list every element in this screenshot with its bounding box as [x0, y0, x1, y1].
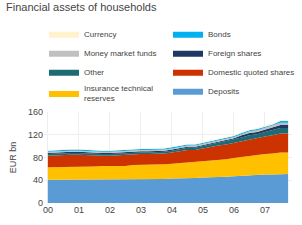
- svg-text:Insurance technicalreserves: Insurance technicalreserves: [84, 84, 153, 103]
- svg-text:Domestic quoted shares: Domestic quoted shares: [208, 68, 294, 77]
- svg-text:Financial assets of households: Financial assets of households: [6, 1, 157, 13]
- svg-text:160: 160: [28, 107, 43, 117]
- svg-text:01: 01: [74, 205, 84, 215]
- svg-text:Other: Other: [84, 68, 104, 77]
- svg-text:00: 00: [43, 205, 53, 215]
- svg-text:EUR bn: EUR bn: [8, 142, 18, 174]
- svg-text:06: 06: [229, 205, 239, 215]
- svg-text:Bonds: Bonds: [208, 30, 231, 39]
- svg-text:0: 0: [38, 198, 43, 208]
- svg-text:Money market funds: Money market funds: [84, 49, 156, 58]
- svg-text:80: 80: [33, 153, 43, 163]
- svg-text:Currency: Currency: [84, 30, 116, 39]
- svg-text:03: 03: [136, 205, 146, 215]
- svg-text:05: 05: [198, 205, 208, 215]
- svg-text:Foreign shares: Foreign shares: [208, 49, 261, 58]
- svg-text:Deposits: Deposits: [208, 87, 239, 96]
- svg-text:120: 120: [28, 130, 43, 140]
- svg-text:02: 02: [105, 205, 115, 215]
- svg-text:07: 07: [260, 205, 270, 215]
- svg-text:40: 40: [33, 175, 43, 185]
- svg-text:04: 04: [167, 205, 177, 215]
